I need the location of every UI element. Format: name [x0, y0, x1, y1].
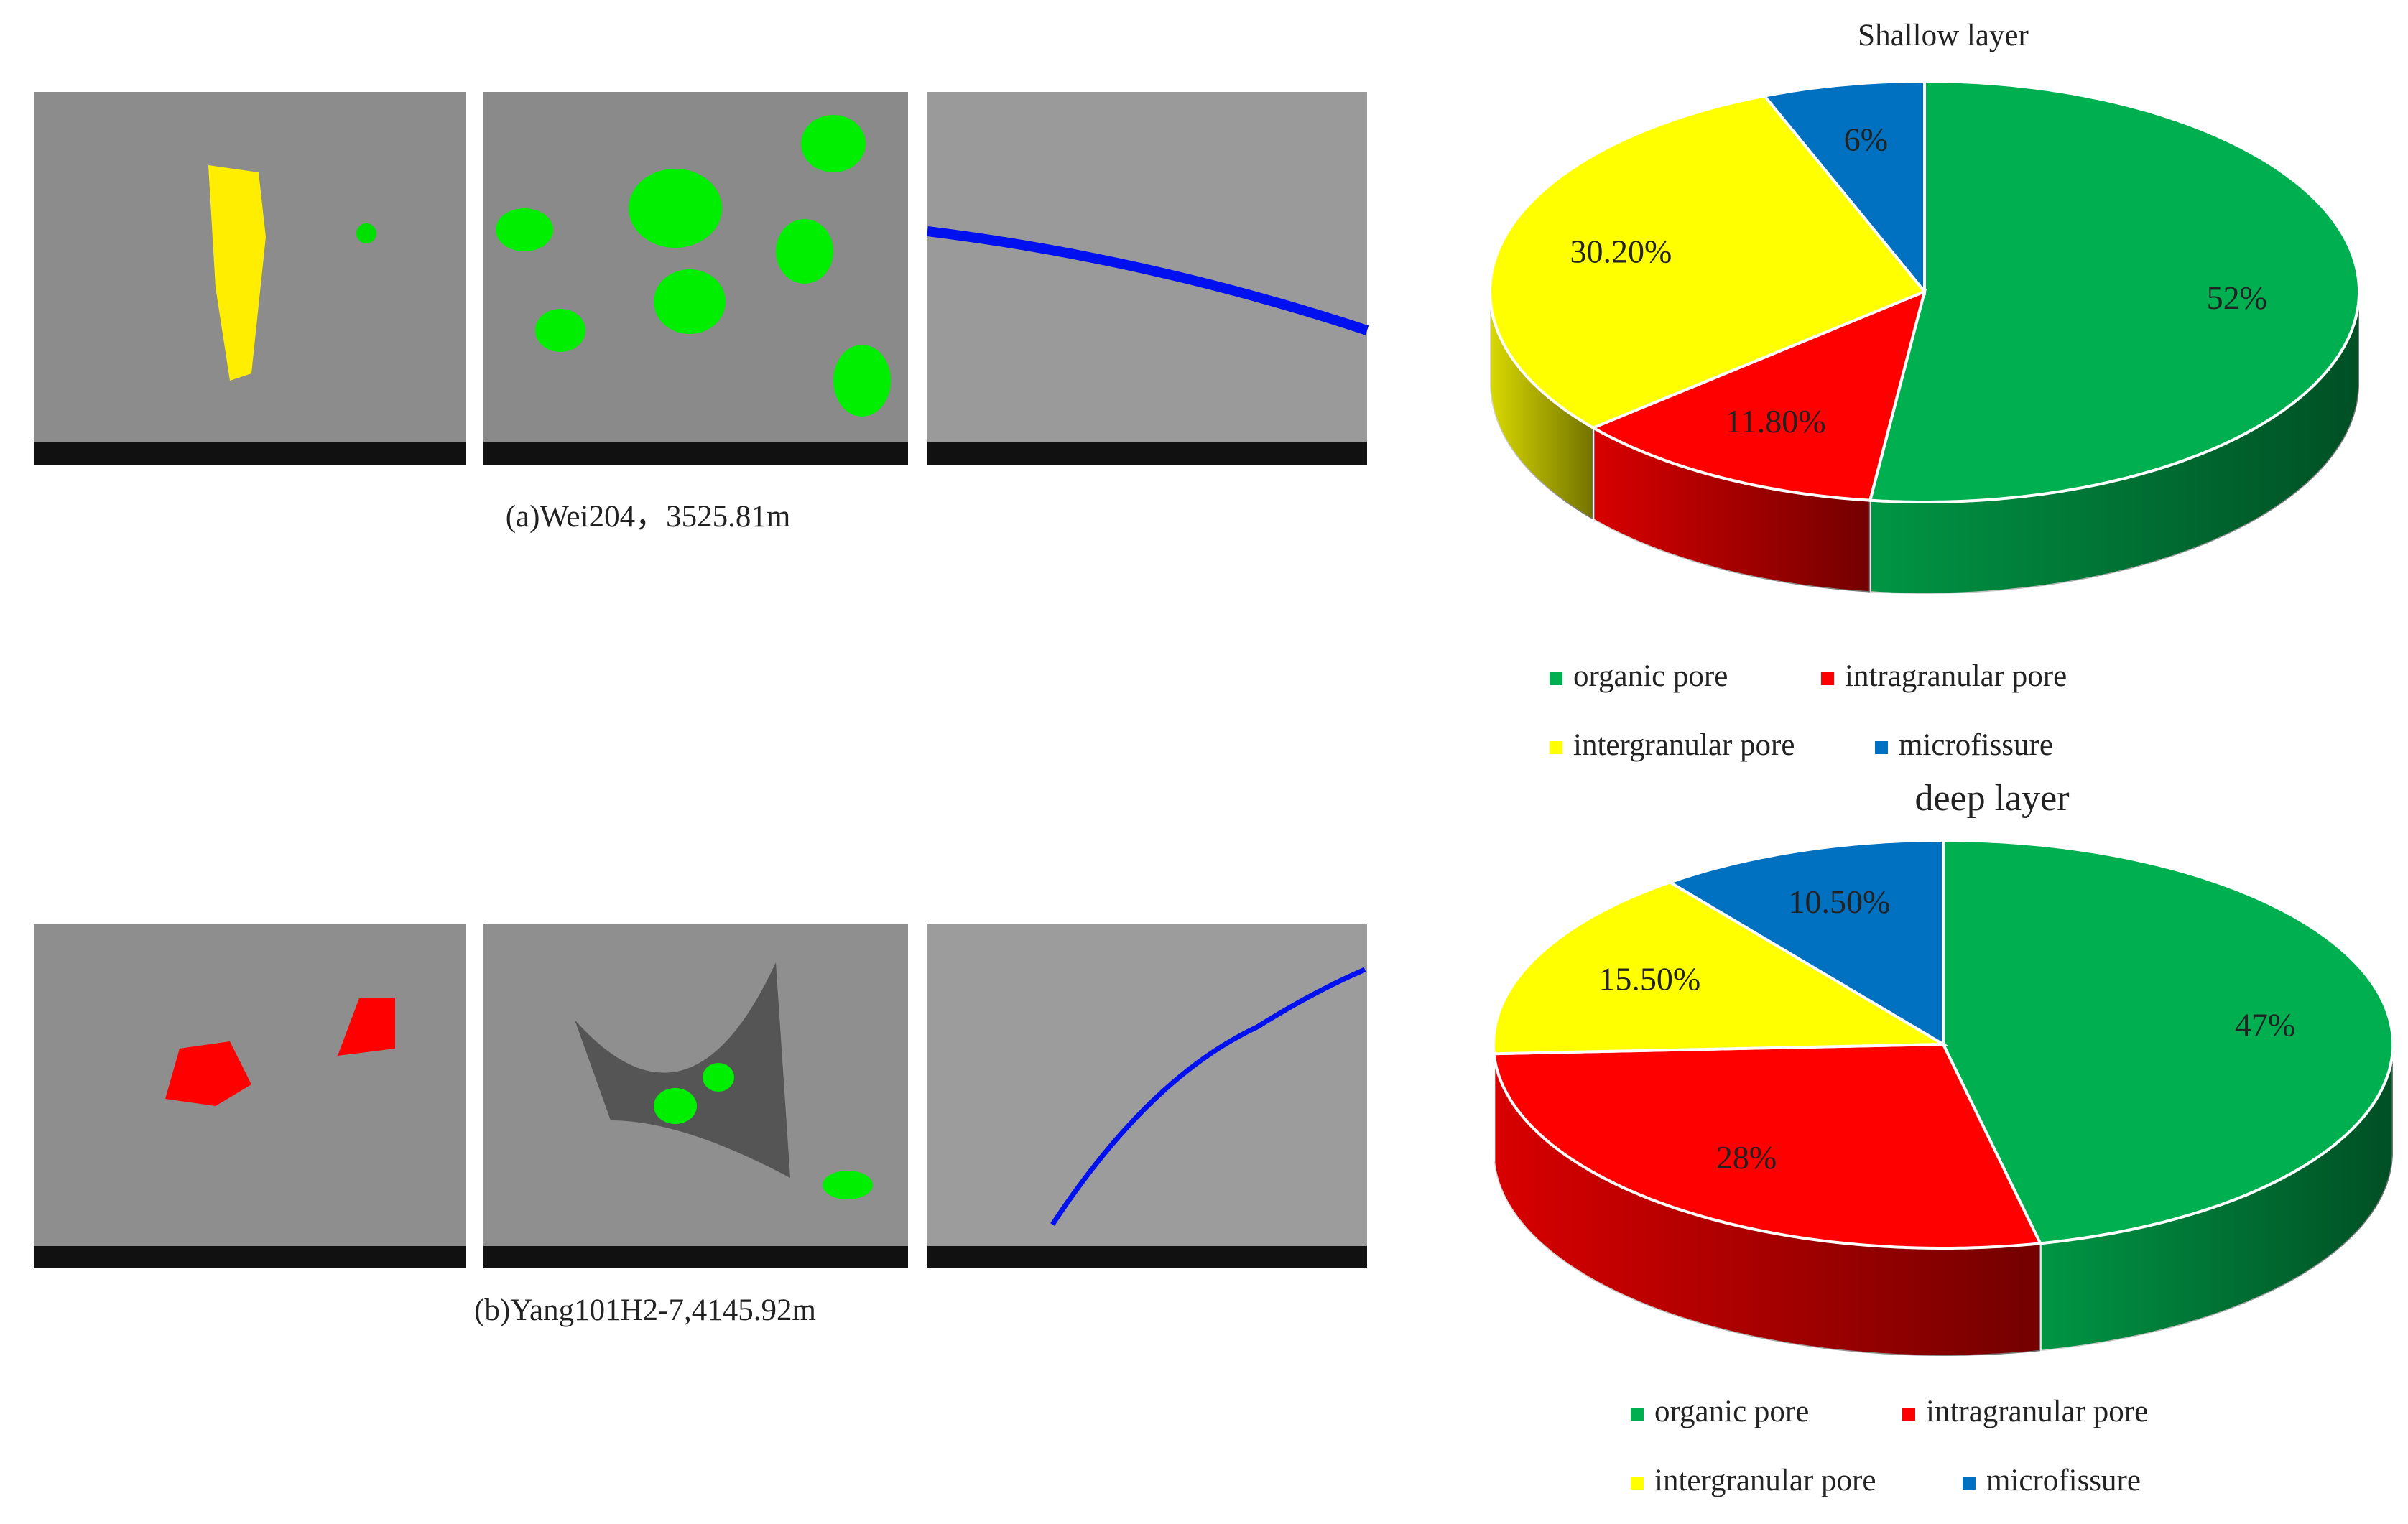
pore-overlay	[654, 1088, 697, 1124]
legend-marker	[1902, 1408, 1915, 1421]
pie-slice	[1492, 1042, 2043, 1250]
pie-slice	[1868, 80, 2361, 503]
fissure-overlay	[927, 226, 1369, 335]
pore-overlay	[165, 1041, 251, 1106]
pie-slice	[1761, 80, 1926, 296]
pie-side-shade	[1593, 427, 1871, 593]
sem-info-bar	[483, 1246, 908, 1268]
pie-slice	[1488, 94, 1927, 429]
sem-info-bar	[34, 442, 466, 465]
sem-info-bar	[34, 1246, 466, 1268]
pie-slice	[1492, 881, 1949, 1056]
legend-label: microfissure	[1986, 1464, 2141, 1497]
data-label: 30.20%	[1570, 233, 1672, 269]
sem-info-bar	[483, 442, 908, 465]
pore-overlay	[703, 1063, 734, 1092]
fissure-overlay	[1050, 967, 1366, 1226]
pie-slice	[1590, 289, 1927, 502]
legend-label: organic pore	[1654, 1395, 1809, 1428]
sem-images-b	[34, 924, 1367, 1268]
data-label: 28%	[1716, 1139, 1777, 1176]
data-label: 47%	[2235, 1006, 2295, 1043]
pore-overlay	[535, 309, 585, 352]
pore-overlay	[776, 219, 833, 284]
legend-label: organic pore	[1573, 659, 1728, 693]
caption: (b)Yang101H2-7,4145.92m	[474, 1293, 816, 1327]
legend-marker	[1550, 672, 1562, 685]
pore-overlay	[496, 208, 553, 251]
pore-overlay	[654, 269, 726, 334]
caption: (a)Wei204，3525.81m	[506, 500, 791, 534]
data-label: 52%	[2207, 279, 2267, 316]
legend-marker	[1631, 1477, 1644, 1490]
pore-overlay	[208, 165, 266, 381]
pore-overlay	[338, 998, 395, 1056]
legend-label: intragranular pore	[1845, 659, 2067, 693]
sem-images-a	[34, 92, 1369, 465]
legend-label: intergranular pore	[1573, 728, 1795, 762]
sem-image	[927, 92, 1367, 465]
data-label: 11.80%	[1725, 403, 1825, 440]
legend-label: microfissure	[1899, 728, 2053, 762]
legend-marker	[1875, 741, 1888, 754]
legend-marker	[1963, 1477, 1976, 1490]
pore-overlay	[833, 345, 891, 417]
legend-label: intergranular pore	[1654, 1464, 1876, 1497]
sem-image	[927, 924, 1367, 1268]
pie-slice	[1666, 839, 1945, 1047]
chart-title: deep layer	[1914, 778, 2069, 819]
pie-side-shade	[1870, 292, 2359, 594]
pore-overlay	[629, 169, 722, 248]
legend-marker	[1631, 1408, 1644, 1421]
pore-overlay	[823, 1171, 873, 1199]
sem-image	[34, 924, 466, 1268]
data-label: 10.50%	[1788, 883, 1890, 920]
chart-title: Shallow layer	[1858, 19, 2029, 52]
sem-info-bar	[927, 442, 1367, 465]
sem-feature	[575, 962, 790, 1178]
pie-side-shade	[2040, 1044, 2393, 1352]
data-label: 6%	[1844, 121, 1888, 157]
pore-overlay	[801, 115, 866, 172]
sem-info-bar	[927, 1246, 1367, 1268]
legend-label: intragranular pore	[1926, 1395, 2148, 1428]
pie-slice	[1942, 839, 2394, 1245]
legend-marker	[1550, 741, 1562, 754]
data-label: 15.50%	[1598, 960, 1700, 997]
legend-marker	[1821, 672, 1834, 685]
pie-side-shade	[1494, 1054, 2041, 1356]
pore-overlay	[356, 223, 376, 243]
pie-side-shade	[1490, 292, 1593, 520]
